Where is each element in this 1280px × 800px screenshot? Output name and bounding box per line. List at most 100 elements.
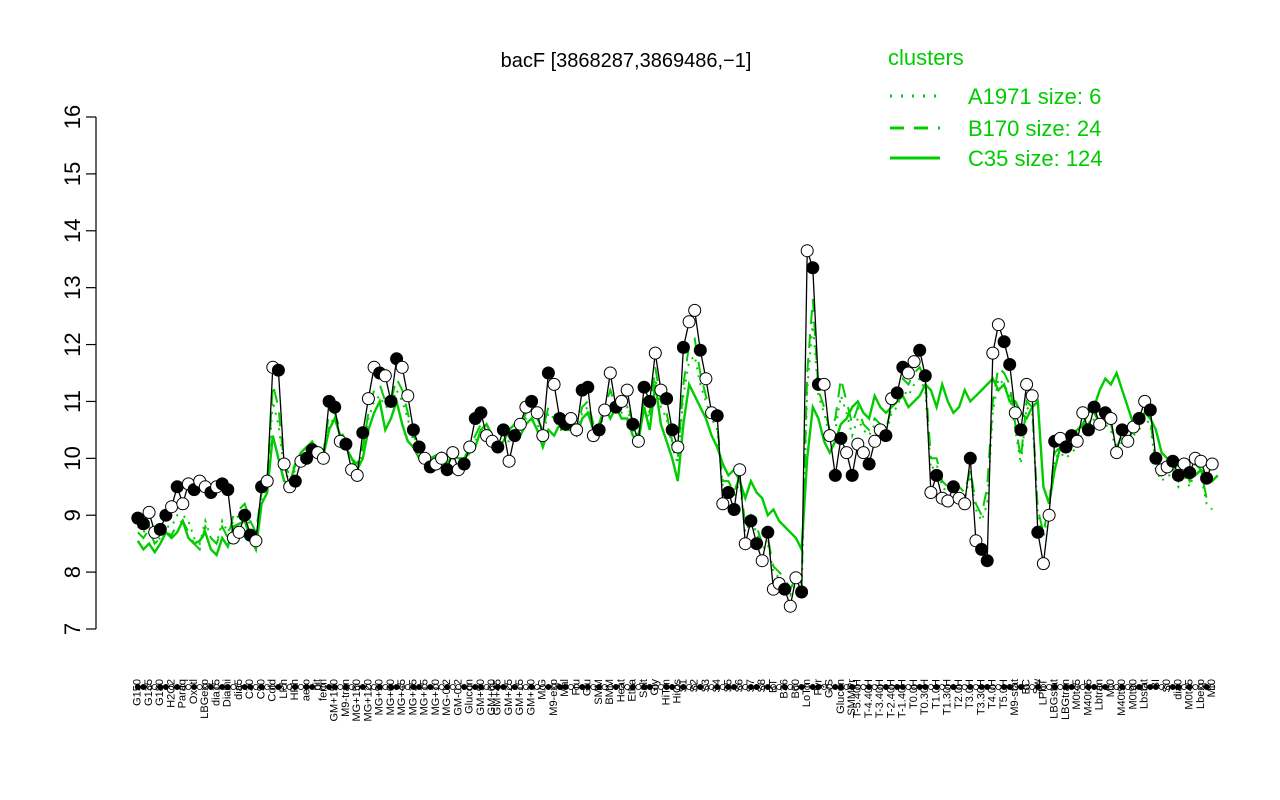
strip-marker <box>134 684 141 691</box>
x-tick-label: Lbtran <box>1094 679 1106 710</box>
data-point <box>463 440 477 454</box>
strip-marker <box>365 684 372 691</box>
strip-marker <box>258 684 265 691</box>
x-tick-label: Cold <box>267 679 279 702</box>
strip-marker <box>978 684 985 691</box>
strip-marker <box>1096 684 1103 691</box>
data-point <box>474 406 488 420</box>
data-point <box>249 534 263 548</box>
data-point <box>530 406 544 420</box>
data-point <box>1166 454 1180 468</box>
data-point <box>1070 434 1084 448</box>
data-point <box>570 423 584 437</box>
data-point <box>1205 457 1219 471</box>
strip-marker <box>635 684 642 691</box>
strip-marker <box>1029 684 1036 691</box>
x-tick-label: LBGtran <box>1060 679 1072 720</box>
x-tick-label: M/G <box>537 679 549 700</box>
strip-marker <box>387 684 394 691</box>
x-tick-label: GM+15 <box>514 679 526 715</box>
x-tick-label: MG+120 <box>362 679 374 722</box>
data-point <box>676 340 690 354</box>
data-point <box>699 372 713 386</box>
data-point <box>980 554 994 568</box>
x-tick-label: B60 <box>790 679 802 699</box>
data-point <box>941 494 955 508</box>
x-tick-label: M0t45 <box>1184 679 1196 710</box>
data-point <box>924 486 938 499</box>
x-tick-label: Pyr <box>812 679 824 696</box>
strip-marker <box>455 684 462 691</box>
x-tick-label: G180 <box>154 679 166 706</box>
strip-marker <box>708 684 715 691</box>
strip-marker <box>1147 684 1154 691</box>
strip-marker <box>787 684 794 691</box>
strip-marker <box>1001 684 1008 691</box>
data-point <box>165 500 179 514</box>
strip-marker <box>1023 684 1030 691</box>
data-point <box>727 503 741 516</box>
data-points <box>131 244 1219 613</box>
data-point <box>339 437 353 451</box>
strip-marker <box>528 684 535 691</box>
y-tick-label: 10 <box>60 446 85 470</box>
legend-title: clusters <box>888 45 964 70</box>
data-point <box>963 451 977 465</box>
strip-marker <box>247 684 254 691</box>
strip-marker <box>551 684 558 691</box>
data-point <box>738 537 752 551</box>
strip-marker <box>860 684 867 691</box>
strip-marker <box>899 684 906 691</box>
strip-marker <box>1175 684 1182 691</box>
strip-marker <box>742 684 749 691</box>
x-tick-label: T0.30H <box>919 679 931 715</box>
data-point <box>648 346 662 360</box>
strip-marker <box>236 684 243 691</box>
x-tick-label: MG+10 <box>430 679 442 715</box>
x-tick-label: GM+60 <box>486 679 498 715</box>
legend: clusters A1971 size: 6 B170 size: 24 C35… <box>888 45 1103 171</box>
strip-marker <box>815 684 822 691</box>
x-tick-label: MG-0.2 <box>441 679 453 716</box>
strip-marker <box>674 684 681 691</box>
strip-marker <box>1203 684 1210 691</box>
x-tick-label: MG+60 <box>385 679 397 715</box>
x-tick-label: Diami <box>222 679 234 707</box>
x-tick-label: Mt0 <box>1105 679 1117 697</box>
x-tick-label: LoTm <box>801 679 813 707</box>
data-point <box>879 429 893 443</box>
strip-marker <box>483 684 490 691</box>
strip-marker <box>652 684 659 691</box>
strip-marker <box>1192 684 1199 691</box>
data-point <box>1014 423 1028 437</box>
data-point <box>615 394 629 408</box>
data-point <box>1036 557 1050 571</box>
strip-marker <box>725 684 732 691</box>
x-tick-label: MG+150 <box>351 679 363 722</box>
strip-marker <box>168 684 175 691</box>
x-tick-label: S8 <box>756 679 768 692</box>
strip-marker <box>432 684 439 691</box>
strip-marker <box>416 684 423 691</box>
x-tick-label: T5.0H <box>998 679 1010 709</box>
x-tick-label: GM-0.2 <box>452 679 464 716</box>
data-point <box>356 426 370 440</box>
strip-marker <box>866 684 873 691</box>
data-point <box>1081 423 1095 437</box>
data-point <box>868 434 882 448</box>
strip-marker <box>612 684 619 691</box>
data-point <box>975 542 989 556</box>
data-point <box>750 537 764 551</box>
data-point <box>384 394 398 408</box>
y-tick-label: 8 <box>60 566 85 578</box>
strip-marker <box>911 684 918 691</box>
strip-marker <box>522 684 529 691</box>
data-point <box>142 505 156 519</box>
data-point <box>1093 417 1107 431</box>
data-point <box>277 457 291 471</box>
strip-marker <box>702 684 709 691</box>
x-tick-label: GM+10 <box>526 679 538 715</box>
strip-marker <box>770 684 777 691</box>
strip-marker <box>1051 684 1058 691</box>
data-point <box>1042 508 1056 522</box>
